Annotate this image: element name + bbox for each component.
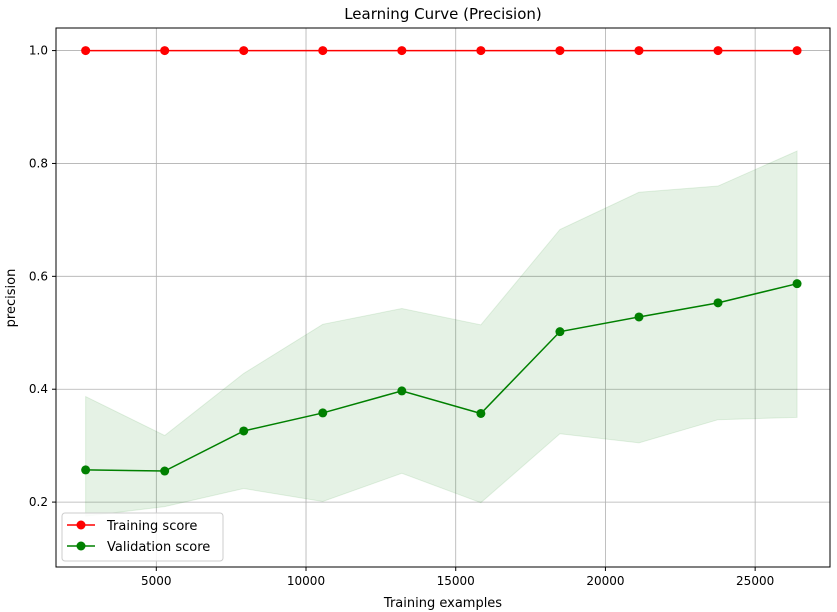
y-tick-label: 0.4 [29, 382, 48, 396]
data-point-training [713, 46, 723, 56]
x-tick-label: 20000 [586, 574, 624, 588]
data-point-training [476, 46, 486, 56]
legend-marker-validation [76, 541, 86, 551]
plot-area: 5000 10000 15000 20000 25000 0.2 0.4 0.6 0.8 1.0 [29, 27, 831, 588]
legend-marker-training [76, 520, 86, 530]
legend-label-validation: Validation score [107, 540, 210, 555]
x-tick-label: 10000 [287, 574, 325, 588]
data-point-validation [792, 279, 802, 289]
data-point-validation [81, 465, 91, 475]
data-point-validation [555, 327, 565, 337]
legend: Training score Validation score [61, 512, 224, 562]
data-point-training [239, 46, 249, 56]
legend-box [61, 512, 224, 562]
data-point-training [555, 46, 565, 56]
y-tick-label: 1.0 [29, 44, 48, 58]
data-point-validation [397, 386, 407, 396]
data-point-validation [160, 466, 170, 476]
data-point-training [318, 46, 328, 56]
x-tick-label: 5000 [141, 574, 172, 588]
axes-frame [55, 27, 831, 568]
series-line-validation [85, 282, 798, 472]
y-tick-label: 0.8 [29, 156, 48, 170]
data-point-validation [318, 408, 328, 418]
chart-title: Learning Curve (Precision) [344, 5, 542, 23]
data-point-validation [634, 312, 644, 322]
y-tick-label: 0.6 [29, 269, 48, 283]
data-point-training [81, 46, 91, 56]
data-point-validation [476, 408, 486, 418]
data-point-validation [713, 298, 723, 308]
y-tick-label: 0.2 [29, 495, 48, 509]
confidence-band-validation [85, 150, 798, 517]
x-tick-label: 25000 [736, 574, 774, 588]
data-point-training [160, 46, 170, 56]
x-tick-label: 15000 [437, 574, 475, 588]
data-point-training [792, 46, 802, 56]
data-point-training [634, 46, 644, 56]
x-axis-label: Training examples [383, 596, 502, 611]
data-point-validation [239, 426, 249, 436]
legend-label-training: Training score [106, 519, 197, 534]
data-point-training [397, 46, 407, 56]
y-axis-label: precision [4, 269, 19, 328]
